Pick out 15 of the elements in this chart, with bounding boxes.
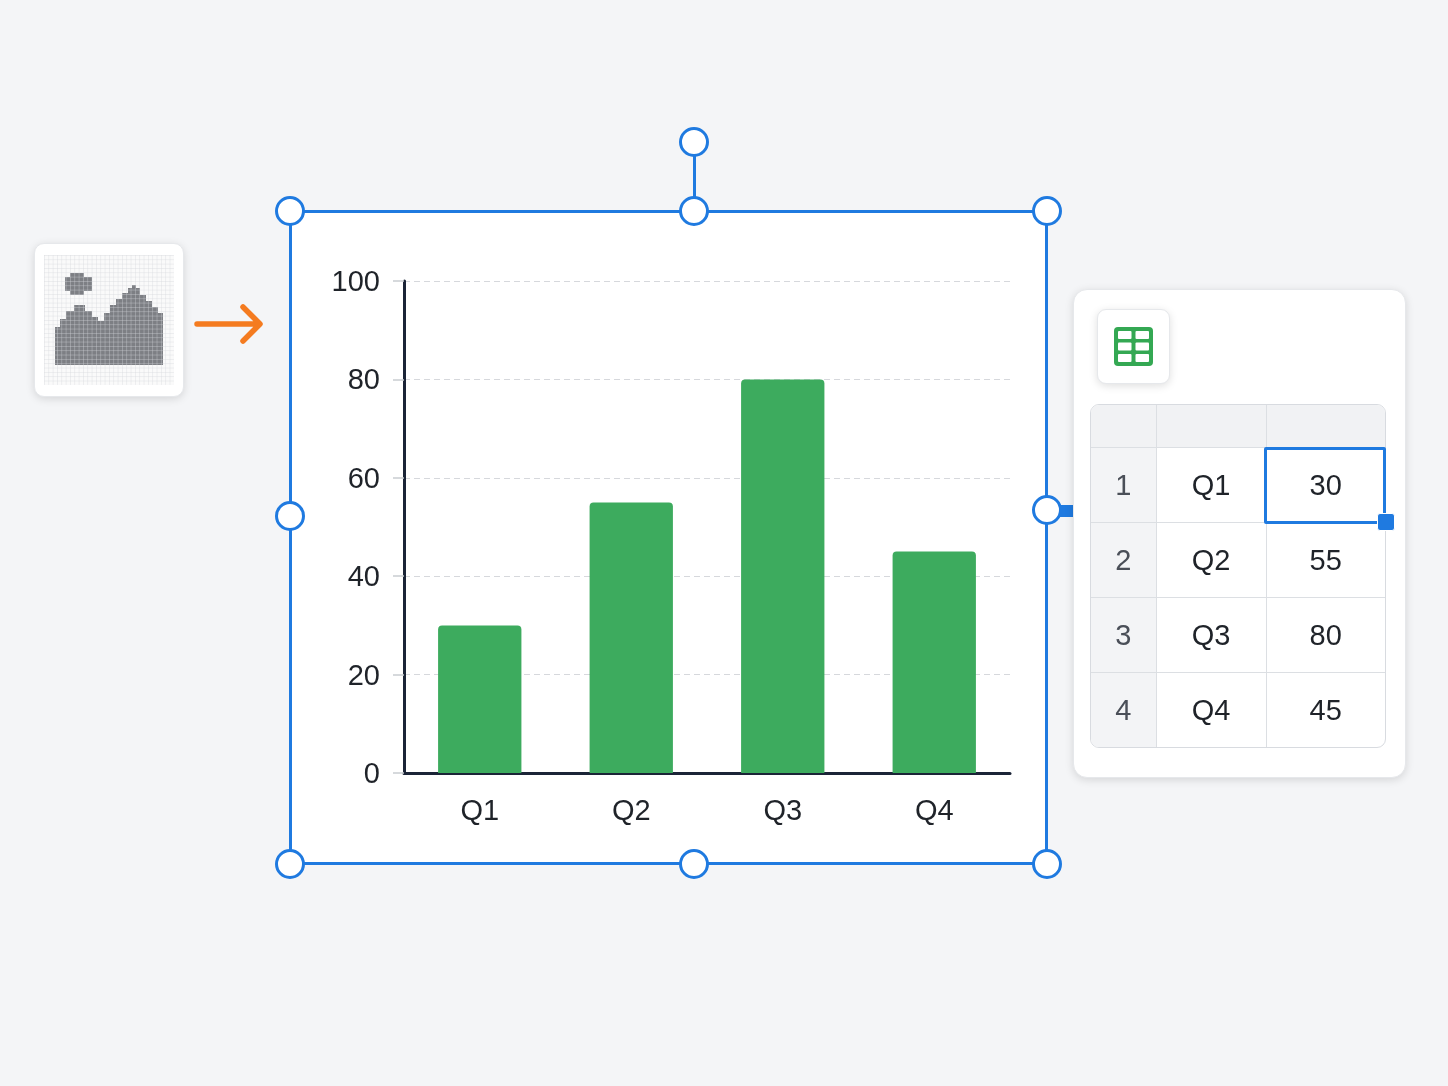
bar [589,502,673,773]
bar [438,625,522,773]
x-tick-label: Q1 [460,793,500,826]
x-tick-label: Q2 [611,793,651,826]
y-tick-label: 80 [347,363,380,396]
bar [892,551,976,773]
y-tick-label: 60 [347,461,380,494]
y-tick-label: 20 [347,658,380,691]
y-tick-label: 40 [347,560,380,593]
y-tick-label: 0 [363,757,380,789]
x-tick-label: Q4 [914,793,954,826]
y-tick-label: 100 [331,265,380,297]
bar [741,379,825,773]
data-table: 1 Q1 30 2 Q2 55 3 Q3 80 4 Q4 45 [1090,404,1386,748]
x-tick-label: Q3 [763,793,803,826]
